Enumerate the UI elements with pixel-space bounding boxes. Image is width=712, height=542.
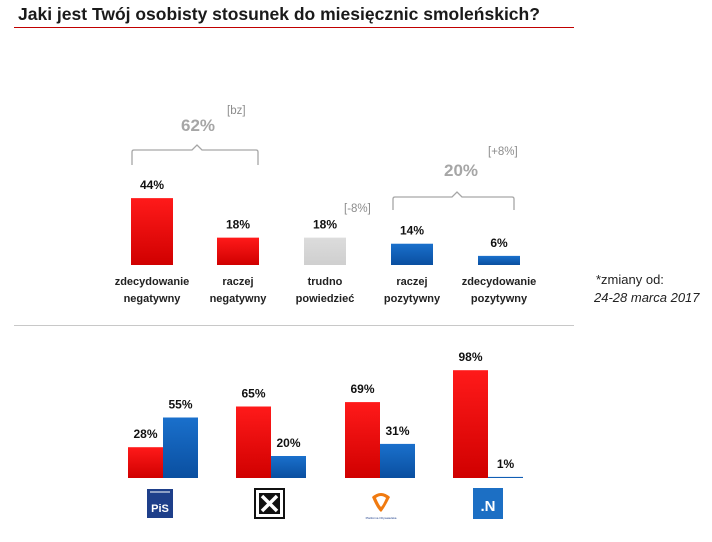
party-bar-negatywny-1 xyxy=(128,447,163,478)
party-bar-value-label: 55% xyxy=(168,398,192,412)
pis-logo: PiS xyxy=(147,489,173,518)
party-bar-value-label: 69% xyxy=(350,382,374,396)
platforma-logo: Platforma Obywatelska xyxy=(366,493,397,520)
party-bar-pozytywny-2 xyxy=(271,456,306,478)
bar-value-label: 18% xyxy=(226,218,250,232)
negative-group-change: [bz] xyxy=(227,105,246,117)
neutral-change: [-8%] xyxy=(344,203,371,215)
category-label: powiedzieć xyxy=(296,293,355,305)
bar-2 xyxy=(217,237,259,265)
party-bar-negatywny-2 xyxy=(236,406,271,478)
party-bar-negatywny-3 xyxy=(345,402,380,478)
negative-group-brace xyxy=(131,144,259,165)
bar-3 xyxy=(304,237,346,265)
nowoczesna-logo: .N xyxy=(473,488,503,519)
party-bar-pozytywny-3 xyxy=(380,443,415,478)
positive-group-brace xyxy=(392,191,515,210)
nowoczesna-logo-text: .N xyxy=(481,498,496,515)
bar-4 xyxy=(391,243,433,265)
bar-5 xyxy=(478,255,520,265)
bar-value-label: 14% xyxy=(400,224,424,238)
party-bar-value-label: 31% xyxy=(385,424,409,438)
bar-value-label: 18% xyxy=(313,218,337,232)
category-label: pozytywny xyxy=(384,293,441,305)
party-bar-value-label: 20% xyxy=(276,436,300,450)
party-bar-pozytywny-4 xyxy=(488,476,523,478)
party-bar-value-label: 28% xyxy=(133,427,157,441)
party-bar-value-label: 1% xyxy=(497,457,515,471)
category-label: negatywny xyxy=(210,293,268,305)
category-label: trudno xyxy=(308,276,343,288)
platforma-logo-caption: Platforma Obywatelska xyxy=(366,516,397,520)
bar-1 xyxy=(131,198,173,265)
positive-group-total: 20% xyxy=(444,161,478,180)
chart-title: Jaki jest Twój osobisty stosunek do mies… xyxy=(18,4,540,24)
changes-note-dates: 24-28 marca 2017 xyxy=(593,290,700,305)
bar-value-label: 44% xyxy=(140,178,164,192)
bar-value-label: 6% xyxy=(490,236,508,250)
party-bar-value-label: 65% xyxy=(241,387,265,401)
category-label: zdecydowanie xyxy=(462,276,537,288)
party-bar-negatywny-4 xyxy=(453,370,488,478)
pis-logo-text: PiS xyxy=(151,503,169,515)
category-label: raczej xyxy=(396,276,427,288)
section-divider xyxy=(14,325,574,326)
positive-group-change: [+8%] xyxy=(488,146,518,158)
title-underline xyxy=(14,27,574,28)
category-label: raczej xyxy=(222,276,253,288)
party-bar-pozytywny-1 xyxy=(163,417,198,478)
category-label: zdecydowanie xyxy=(115,276,190,288)
party-bar-value-label: 98% xyxy=(458,350,482,364)
kukiz-logo xyxy=(254,488,285,519)
changes-note-label: *zmiany od: xyxy=(596,272,664,287)
category-label: negatywny xyxy=(124,293,182,305)
category-label: pozytywny xyxy=(471,293,528,305)
negative-group-total: 62% xyxy=(181,116,215,135)
